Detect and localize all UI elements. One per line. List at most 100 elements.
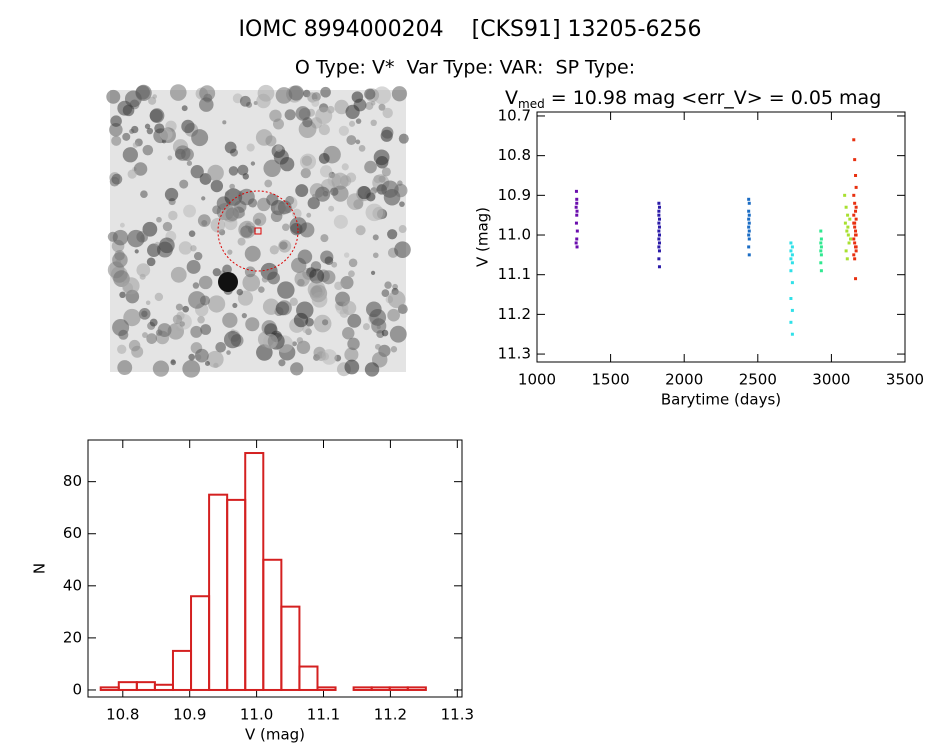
sky-blob [197,315,205,324]
sky-blob [284,109,296,121]
data-point [790,245,794,249]
sky-blob [321,349,337,365]
sky-blob [110,115,122,127]
y-tick-label: 60 [63,524,82,542]
sky-blob [373,86,391,105]
y-tick-label: 10.9 [498,186,531,204]
sky-blob [344,359,360,375]
sky-blob [241,312,247,319]
sky-blob [315,107,333,125]
sky-blob [389,325,407,343]
sky-blob [206,350,224,368]
data-point [574,205,578,209]
sky-blob [240,225,253,238]
sky-blob [239,95,251,107]
sky-blob [333,214,348,229]
sky-blob [198,275,213,290]
data-point [790,332,794,336]
sky-blob [299,153,317,170]
sky-blob [129,128,135,134]
data-point [790,253,794,257]
sky-blob [154,123,165,134]
sky-blob [244,245,261,262]
sky-blob [134,249,139,254]
sky-blob [307,196,320,210]
sky-blob [246,143,255,152]
data-point [819,229,823,233]
plot-frame [536,111,906,363]
sky-blob [147,243,161,258]
sky-blob [222,264,232,275]
data-point [853,201,857,205]
data-point [848,217,852,221]
data-point [657,249,661,253]
histogram-bar [153,683,174,691]
data-point [575,245,579,249]
sky-blob [330,187,339,196]
sky-blob [145,300,151,305]
sky-blob [355,118,362,124]
sky-blob [375,155,389,169]
sky-blob [122,147,138,163]
sky-blob [261,275,269,283]
data-point [854,173,858,177]
y-tick-label: 20 [63,628,82,646]
sky-blob [193,251,203,261]
histogram-bar [406,686,427,691]
data-point [657,241,661,245]
sky-blob [181,119,195,134]
sky-blob [179,179,189,189]
sky-blob [370,119,377,127]
sky-blob [190,165,204,179]
data-point [853,221,857,225]
sky-blob [225,207,239,221]
sky-blob [264,179,273,188]
data-point [846,233,850,237]
data-point [844,205,848,209]
data-point [790,281,794,285]
data-point [575,213,579,217]
sky-blob [135,85,150,100]
sky-blob [146,127,154,135]
sky-blob [201,196,206,201]
sky-blob [236,288,244,296]
sky-blob [319,165,333,178]
sky-blob [277,200,292,215]
sky-blob [215,341,226,353]
histogram-bar [171,649,193,691]
histogram-bar [99,686,120,691]
sky-blob [378,103,386,111]
data-point [789,297,793,301]
x-tick-label: 10.8 [106,706,139,724]
data-point [790,308,794,312]
histogram-bar [370,686,391,691]
sky-blob [355,225,366,236]
data-point [819,249,823,253]
sky-blob [240,211,246,217]
sky-blob [148,96,157,105]
bright-star [218,272,238,292]
sky-blob [140,190,148,199]
x-tick-label: 1500 [592,371,630,389]
data-point [852,138,856,142]
sky-blob [248,198,258,208]
title-part: V [505,87,518,109]
sky-blob [262,298,280,315]
sky-blob [339,308,349,318]
sky-blob [270,210,283,223]
x-tick-label: 3500 [886,371,924,389]
sky-blob [381,180,399,198]
sky-blob [188,230,196,237]
sky-blob [132,142,139,148]
sky-blob [169,84,187,101]
sky-blob [127,229,145,248]
data-point [853,257,857,261]
y-tick-label: 11.0 [498,226,531,244]
sky-blob [170,266,187,283]
sky-blob [312,193,318,200]
x-tick-label: 11.1 [307,706,340,724]
sky-blob [355,139,361,145]
sky-blob [146,257,156,267]
data-point [819,241,823,245]
